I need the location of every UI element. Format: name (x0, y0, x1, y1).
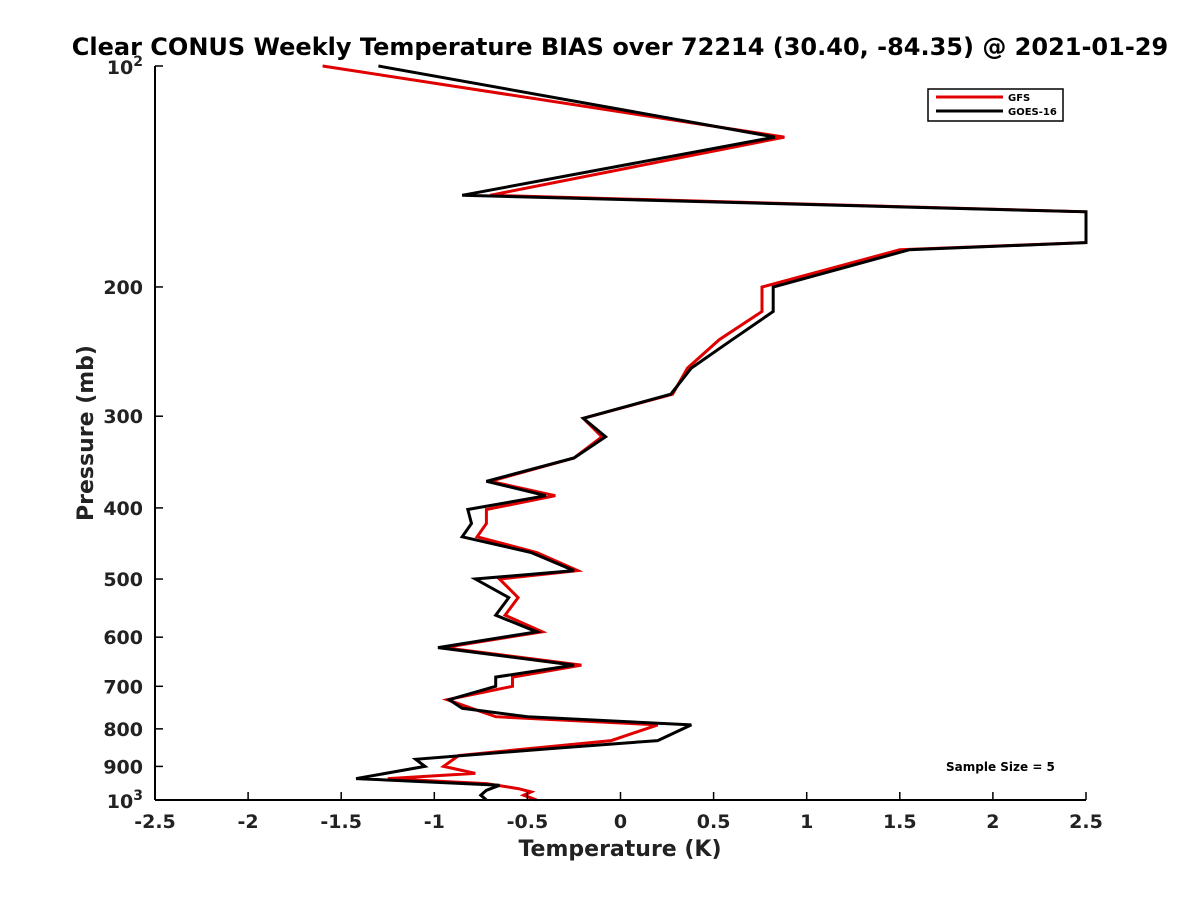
x-tick-label: -1 (424, 811, 445, 833)
series-line-goes16 (355, 64, 1088, 802)
legend-label-goes16: GOES-16 (1008, 107, 1057, 118)
x-tick-label: 0.5 (697, 811, 731, 833)
y-tick-label: 500 (103, 569, 143, 591)
y-tick-label-power: 102 (107, 54, 143, 79)
x-tick-label: 1.5 (883, 811, 917, 833)
x-axis-label: Temperature (K) (518, 837, 721, 862)
x-tick-label: 2 (986, 811, 999, 833)
legend: GFS GOES-16 (927, 88, 1064, 122)
y-axis-ticks: 200 300 400 500 600 700 800 900 102 103 (103, 54, 163, 813)
x-tick-label: -2.5 (134, 811, 176, 833)
y-tick-label: 800 (103, 719, 143, 741)
x-tick-label: -2 (238, 811, 259, 833)
series-line-gfs (322, 64, 1088, 802)
y-tick-label: 900 (103, 756, 143, 778)
x-axis-ticks: -2.5 -2 -1.5 -1 -0.5 0 0.5 1 1.5 2 2.5 (134, 792, 1103, 833)
y-tick-label-power: 103 (107, 788, 143, 813)
x-tick-label: 2.5 (1069, 811, 1103, 833)
series-layer (322, 64, 1088, 802)
y-tick-label: 600 (103, 627, 143, 649)
chart-title: Clear CONUS Weekly Temperature BIAS over… (72, 33, 1168, 61)
x-tick-label: 0 (614, 811, 627, 833)
y-tick-label: 400 (103, 498, 143, 520)
x-tick-label: -0.5 (507, 811, 549, 833)
legend-label-gfs: GFS (1008, 93, 1030, 104)
legend-box (927, 88, 1064, 122)
x-tick-label: -1.5 (320, 811, 362, 833)
y-axis-label: Pressure (mb) (74, 345, 99, 521)
sample-size-annotation: Sample Size = 5 (946, 760, 1055, 774)
y-tick-label: 200 (103, 277, 143, 299)
x-tick-label: 1 (800, 811, 813, 833)
y-tick-label: 300 (103, 406, 143, 428)
y-tick-label: 700 (103, 676, 143, 698)
